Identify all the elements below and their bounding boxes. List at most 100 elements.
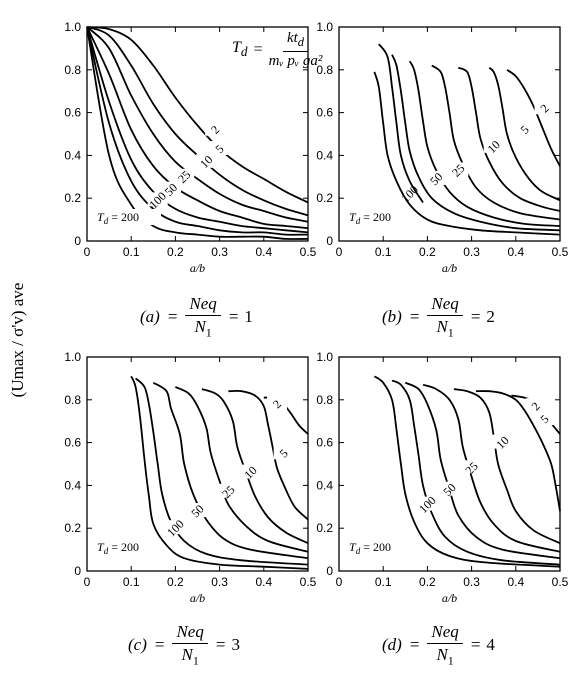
y-tick-label: 0 bbox=[74, 564, 81, 578]
x-tick-label: 0.3 bbox=[463, 575, 480, 589]
y-tick-label: 0.6 bbox=[64, 106, 81, 120]
x-tick-label: 0.1 bbox=[375, 575, 392, 589]
series-label-bg bbox=[147, 192, 168, 207]
plot-frame bbox=[86, 356, 309, 572]
y-tick-label: 0.2 bbox=[316, 191, 333, 205]
series-label-bg bbox=[417, 496, 438, 511]
x-tick-label: 0.5 bbox=[300, 245, 317, 259]
series-label-bg bbox=[273, 445, 294, 460]
series-line-10 bbox=[86, 26, 309, 223]
x-tick-label: 0 bbox=[84, 575, 91, 589]
x-tick-label: 0.4 bbox=[507, 575, 524, 589]
chart-panel-c: 0 0.1 0.2 0.3 0.4 0.500.20.40.60.81.0a/b25102… bbox=[64, 350, 316, 605]
y-tick-label: 0 bbox=[326, 234, 333, 248]
series-label-bg bbox=[240, 464, 261, 479]
series-line-unlabeled bbox=[378, 43, 424, 203]
series-label-bg bbox=[196, 153, 217, 168]
y-tick-label: 0 bbox=[326, 564, 333, 578]
y-tick-label: 0.4 bbox=[316, 478, 333, 492]
series-label-bg bbox=[218, 483, 239, 498]
y-tick-label: 0.4 bbox=[64, 478, 81, 492]
series-line-2 bbox=[506, 69, 561, 167]
series-line-50 bbox=[152, 381, 309, 560]
x-tick-label: 0.5 bbox=[300, 575, 317, 589]
x-tick-label: 0.4 bbox=[507, 245, 524, 259]
x-tick-label: 0.2 bbox=[419, 245, 436, 259]
series-line-50 bbox=[408, 60, 561, 227]
series-label-bg bbox=[160, 181, 181, 196]
y-tick-label: 0.4 bbox=[316, 148, 333, 162]
x-axis-label: a/b bbox=[190, 591, 205, 605]
series-label-bg bbox=[187, 503, 208, 518]
y-tick-label: 1.0 bbox=[316, 350, 333, 364]
chart-panel-a: 0 0.1 0.2 0.3 0.4 0.500.20.40.60.81.0a/b25102… bbox=[64, 20, 316, 275]
series-label-bg bbox=[209, 140, 230, 155]
series-label-bg bbox=[439, 481, 460, 496]
x-tick-label: 0 bbox=[84, 245, 91, 259]
td-label-bg bbox=[347, 539, 413, 555]
y-tick-label: 0.2 bbox=[64, 521, 81, 535]
series-line-25 bbox=[86, 26, 309, 230]
td-label-bg bbox=[95, 539, 161, 555]
series-line-5 bbox=[475, 390, 561, 512]
panel-caption-a: (a) = Neq N1 = 1 bbox=[140, 294, 253, 340]
x-tick-label: 0.5 bbox=[552, 245, 569, 259]
series-line-2 bbox=[86, 26, 309, 204]
y-tick-label: 0 bbox=[74, 234, 81, 248]
series-label-bg bbox=[205, 121, 226, 136]
x-tick-label: 0.3 bbox=[211, 245, 228, 259]
x-tick-label: 0.3 bbox=[463, 245, 480, 259]
x-tick-label: 0.3 bbox=[211, 575, 228, 589]
y-tick-label: 0.8 bbox=[64, 63, 81, 77]
series-line-100 bbox=[86, 26, 309, 236]
x-tick-label: 0 bbox=[336, 575, 343, 589]
x-axis-label: a/b bbox=[442, 261, 457, 275]
plot-frame bbox=[338, 26, 561, 242]
y-tick-label: 0.6 bbox=[64, 436, 81, 450]
shared-y-axis-label: (Umax / σ'v) ave bbox=[8, 282, 27, 398]
x-tick-label: 0.4 bbox=[255, 575, 272, 589]
y-tick-label: 0.4 bbox=[64, 148, 81, 162]
series-line-10 bbox=[201, 388, 309, 545]
y-tick-label: 1.0 bbox=[64, 20, 81, 34]
series-label-bg bbox=[461, 460, 482, 475]
formula-fraction: ktd mᵥ pᵥ ga² bbox=[268, 30, 323, 69]
y-tick-label: 1.0 bbox=[64, 350, 81, 364]
y-tick-label: 0.6 bbox=[316, 106, 333, 120]
x-axis-label: a/b bbox=[190, 261, 205, 275]
td-label-bg bbox=[95, 209, 161, 225]
x-tick-label: 0.4 bbox=[255, 245, 272, 259]
x-axis-label: a/b bbox=[442, 591, 457, 605]
y-tick-label: 0.2 bbox=[316, 521, 333, 535]
formula-lhs: Td bbox=[232, 39, 248, 60]
series-line-100 bbox=[134, 377, 309, 566]
series-line-25 bbox=[431, 64, 561, 221]
series-line-100 bbox=[391, 54, 561, 232]
y-tick-label: 0.8 bbox=[64, 393, 81, 407]
x-tick-label: 0.1 bbox=[123, 575, 140, 589]
series-line-5 bbox=[488, 67, 561, 202]
td-label: Td = 200 bbox=[349, 540, 391, 556]
series-line-200 bbox=[86, 26, 309, 240]
x-tick-label: 0.1 bbox=[375, 245, 392, 259]
x-tick-label: 0.1 bbox=[123, 245, 140, 259]
series-label-bg bbox=[483, 138, 504, 153]
x-tick-label: 0.2 bbox=[419, 575, 436, 589]
series-label-bg bbox=[426, 170, 447, 185]
series-line-200 bbox=[130, 375, 309, 570]
x-tick-label: 0 bbox=[336, 245, 343, 259]
series-line-25 bbox=[175, 386, 309, 553]
chart-panel-d: 0 0.1 0.2 0.3 0.4 0.500.20.40.60.81.0a/b25102… bbox=[316, 350, 568, 605]
plot-frame bbox=[86, 26, 309, 242]
panel-caption-d: (d) = Neq N1 = 4 bbox=[382, 622, 495, 668]
series-label-bg bbox=[448, 162, 469, 177]
formula: Td = ktd mᵥ pᵥ ga² bbox=[232, 30, 323, 69]
td-label: Td = 200 bbox=[349, 210, 391, 226]
chart-panel-b: 0 0.1 0.2 0.3 0.4 0.500.20.40.60.81.0a/b25102… bbox=[316, 20, 568, 275]
series-label-bg bbox=[534, 411, 555, 426]
plot-frame bbox=[338, 356, 561, 572]
td-label-bg bbox=[347, 209, 413, 225]
y-tick-label: 0.8 bbox=[316, 63, 333, 77]
